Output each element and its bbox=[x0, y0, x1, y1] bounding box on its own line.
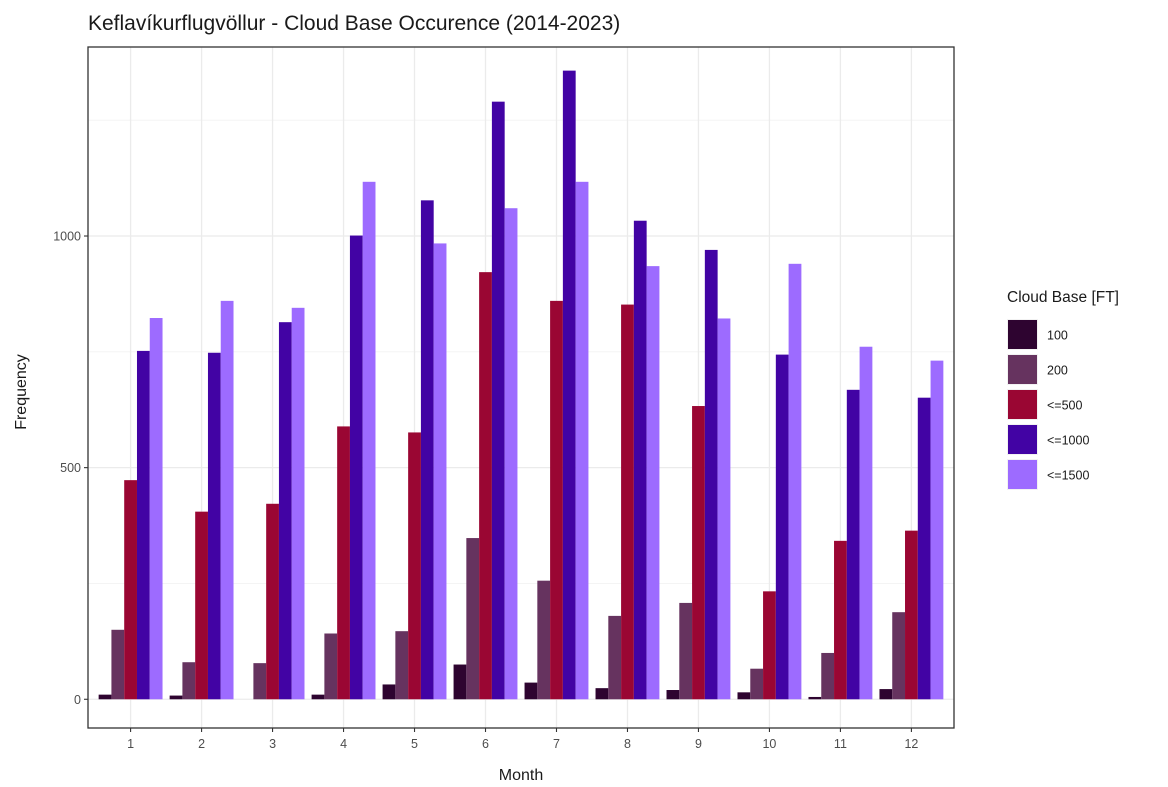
x-tick-label: 2 bbox=[198, 737, 205, 751]
bar-<=500-month-11 bbox=[834, 540, 847, 700]
x-tick-label: 12 bbox=[904, 737, 918, 751]
bar-100-month-10 bbox=[737, 692, 751, 700]
x-tick-label: 1 bbox=[127, 737, 134, 751]
bar-<=500-month-3 bbox=[266, 503, 279, 700]
bar-<=1000-month-11 bbox=[846, 389, 860, 700]
bar-200-month-4 bbox=[324, 633, 338, 700]
x-tick-label: 11 bbox=[834, 737, 847, 751]
x-tick-label: 3 bbox=[269, 737, 276, 751]
bar-200-month-8 bbox=[608, 615, 622, 700]
plot-panel-border bbox=[87, 46, 955, 729]
bar-<=500-month-4 bbox=[337, 426, 350, 700]
y-tick-label: 500 bbox=[60, 461, 81, 475]
bar-100-month-7 bbox=[524, 682, 538, 700]
x-tick-label: 7 bbox=[553, 737, 560, 751]
bar-100-month-5 bbox=[382, 684, 396, 700]
bar-100-month-11 bbox=[808, 696, 822, 700]
bar-<=1500-month-1 bbox=[149, 318, 163, 700]
bar-<=1500-month-5 bbox=[433, 243, 447, 700]
x-tick-label: 6 bbox=[482, 737, 489, 751]
bars bbox=[98, 70, 944, 700]
bar-<=500-month-12 bbox=[905, 530, 918, 700]
bar-<=1000-month-4 bbox=[349, 235, 363, 700]
y-tick-label: 0 bbox=[74, 693, 81, 707]
bar-<=500-month-6 bbox=[479, 272, 492, 700]
x-tick-label: 10 bbox=[762, 737, 776, 751]
x-tick-label: 8 bbox=[624, 737, 631, 751]
legend-swatch-200 bbox=[1008, 355, 1037, 384]
bar-200-month-9 bbox=[679, 602, 693, 700]
bar-<=1000-month-7 bbox=[562, 70, 576, 700]
y-axis-title: Frequency bbox=[13, 354, 30, 430]
bar-<=1000-month-8 bbox=[633, 220, 647, 700]
bar-<=1500-month-4 bbox=[362, 181, 376, 700]
x-tick-label: 5 bbox=[411, 737, 418, 751]
bar-<=1500-month-12 bbox=[930, 360, 944, 700]
bar-100-month-2 bbox=[169, 695, 183, 700]
bar-<=1000-month-6 bbox=[491, 101, 505, 700]
legend-swatch-<=1000 bbox=[1008, 425, 1037, 454]
y-tick-label: 1000 bbox=[53, 230, 81, 244]
bar-100-month-4 bbox=[311, 694, 325, 700]
bar-200-month-2 bbox=[182, 662, 196, 700]
bar-<=1500-month-10 bbox=[788, 263, 802, 700]
legend: Cloud Base [FT] 100 200 <=500 <=1000 <=1500 bbox=[1007, 289, 1119, 490]
legend-swatch-<=500 bbox=[1008, 390, 1037, 419]
bar-200-month-7 bbox=[537, 580, 551, 700]
bar-<=1000-month-5 bbox=[420, 200, 434, 700]
bar-200-month-3 bbox=[253, 663, 267, 700]
legend-label: <=1000 bbox=[1047, 434, 1089, 448]
bar-200-month-6 bbox=[466, 538, 480, 700]
bar-<=1000-month-1 bbox=[136, 350, 150, 700]
bar-200-month-5 bbox=[395, 631, 409, 700]
legend-swatch-<=1500 bbox=[1008, 460, 1037, 489]
legend-title: Cloud Base [FT] bbox=[1007, 289, 1119, 306]
bar-200-month-11 bbox=[821, 652, 835, 700]
bar-<=500-month-5 bbox=[408, 432, 421, 700]
legend-label: <=1500 bbox=[1047, 469, 1089, 483]
bar-<=1000-month-2 bbox=[207, 352, 221, 700]
bar-<=500-month-7 bbox=[550, 300, 563, 700]
bar-<=1500-month-2 bbox=[220, 300, 234, 700]
legend-label: 100 bbox=[1047, 329, 1068, 343]
y-axis: 0 500 1000 bbox=[53, 230, 88, 707]
legend-label: 200 bbox=[1047, 364, 1068, 378]
bar-<=500-month-1 bbox=[124, 480, 137, 700]
bar-<=1000-month-9 bbox=[704, 249, 718, 700]
bar-<=1500-month-9 bbox=[717, 318, 731, 700]
bar-100-month-6 bbox=[453, 664, 467, 700]
chart-title: Keflavíkurflugvöllur - Cloud Base Occure… bbox=[88, 12, 620, 35]
bar-<=1500-month-3 bbox=[291, 307, 305, 700]
bar-<=500-month-10 bbox=[763, 591, 776, 700]
bar-<=1500-month-8 bbox=[646, 266, 660, 700]
bar-<=1000-month-12 bbox=[917, 397, 931, 700]
bar-<=1500-month-7 bbox=[575, 181, 589, 700]
legend-swatch-100 bbox=[1008, 320, 1037, 349]
bar-<=1000-month-10 bbox=[775, 354, 789, 700]
bar-<=1000-month-3 bbox=[278, 322, 292, 700]
x-tick-label: 9 bbox=[695, 737, 702, 751]
x-axis: 1 2 3 4 5 6 7 8 9 10 11 12 bbox=[127, 728, 918, 751]
bar-100-month-9 bbox=[666, 690, 680, 700]
bar-<=1500-month-11 bbox=[859, 346, 873, 700]
x-axis-title: Month bbox=[499, 767, 543, 784]
bar-100-month-8 bbox=[595, 688, 609, 700]
legend-label: <=500 bbox=[1047, 399, 1083, 413]
bar-200-month-10 bbox=[750, 668, 764, 700]
bar-100-month-12 bbox=[879, 689, 893, 700]
x-tick-label: 4 bbox=[340, 737, 347, 751]
bar-<=1500-month-6 bbox=[504, 208, 518, 700]
bar-200-month-1 bbox=[111, 629, 125, 700]
bar-100-month-1 bbox=[98, 694, 112, 700]
bar-200-month-12 bbox=[892, 612, 906, 700]
bar-<=500-month-8 bbox=[621, 304, 634, 700]
bar-<=500-month-2 bbox=[195, 511, 208, 700]
bar-<=500-month-9 bbox=[692, 406, 705, 700]
